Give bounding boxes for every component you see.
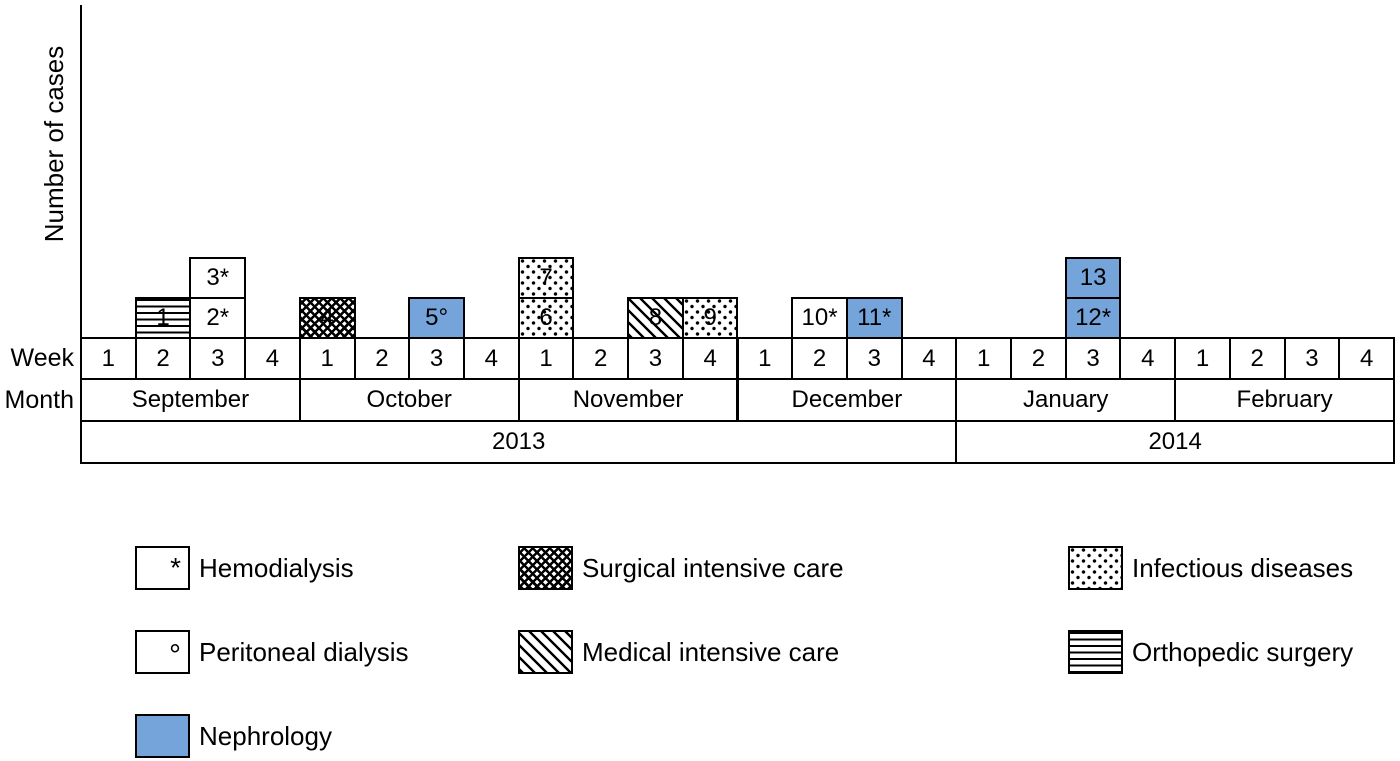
year-cell-2013: 2013 — [80, 420, 958, 464]
case-box-7: 7 — [517, 257, 575, 299]
legend-label: Medical intensive care — [582, 636, 840, 667]
week-cell: 3 — [845, 337, 903, 380]
week-cell: 1 — [298, 337, 356, 380]
case-box-10: 10* — [791, 297, 848, 339]
legend-symbol: ° — [169, 639, 181, 672]
case-box-11: 11* — [845, 297, 903, 339]
week-cell: 1 — [955, 337, 1013, 380]
legend-label: Orthopedic surgery — [1132, 636, 1354, 667]
legend-item-peritoneal-dialysis: ° Peritoneal dialysis — [135, 630, 409, 674]
case-box-12: 12* — [1064, 297, 1122, 339]
legend-item-hemodialysis: * Hemodialysis — [135, 546, 354, 590]
month-cell-january: January — [955, 378, 1177, 422]
legend-swatch: * — [135, 546, 190, 590]
legend-symbol: * — [170, 552, 181, 583]
week-cell: 2 — [791, 337, 848, 380]
month-row-label: Month — [4, 385, 74, 414]
week-cell: 1 — [517, 337, 575, 380]
y-axis-line — [80, 5, 82, 339]
case-box-6: 6 — [517, 297, 575, 339]
legend-item-nephrology: Nephrology — [135, 714, 332, 758]
week-cell: 3 — [1064, 337, 1122, 380]
week-cell: 2 — [572, 337, 630, 380]
legend-label: Hemodialysis — [199, 552, 354, 583]
week-cell: 4 — [462, 337, 520, 380]
y-axis-label: Number of cases — [39, 45, 69, 243]
week-cell: 1 — [736, 337, 794, 380]
year-cell-2014: 2014 — [955, 420, 1395, 464]
case-box-3: 3* — [189, 257, 247, 299]
week-cell: 4 — [681, 337, 739, 380]
case-box-4: 4 — [298, 297, 356, 339]
week-cell: 2 — [1010, 337, 1067, 380]
legend-swatch — [1068, 630, 1123, 674]
month-cell-february: February — [1174, 378, 1395, 422]
month-cell-november: November — [517, 378, 739, 422]
legend-swatch — [518, 630, 573, 674]
legend-item-surgical-intensive-care: Surgical intensive care — [518, 546, 844, 590]
legend-item-medical-intensive-care: Medical intensive care — [518, 630, 839, 674]
week-cell: 4 — [1338, 337, 1395, 380]
week-cell: 1 — [80, 337, 137, 380]
week-cell: 2 — [353, 337, 411, 380]
week-row-label: Week — [10, 343, 74, 372]
week-cell: 2 — [134, 337, 192, 380]
case-box-9: 9 — [681, 297, 739, 339]
week-cell: 3 — [408, 337, 465, 380]
legend-item-infectious-diseases: Infectious diseases — [1068, 546, 1353, 590]
case-box-13: 13 — [1064, 257, 1122, 299]
week-cell: 4 — [244, 337, 301, 380]
week-cell: 4 — [900, 337, 958, 380]
month-cell-september: September — [80, 378, 301, 422]
month-cell-october: October — [298, 378, 520, 422]
legend-swatch: ° — [135, 630, 190, 674]
legend-swatch — [135, 714, 190, 758]
week-cell: 4 — [1119, 337, 1177, 380]
case-box-2: 2* — [189, 297, 247, 339]
week-cell: 3 — [627, 337, 684, 380]
week-cell: 3 — [189, 337, 247, 380]
week-cell: 3 — [1283, 337, 1341, 380]
case-box-8: 8 — [627, 297, 684, 339]
legend-item-orthopedic-surgery: Orthopedic surgery — [1068, 630, 1353, 674]
case-box-5: 5° — [408, 297, 465, 339]
legend-swatch — [1068, 546, 1123, 590]
legend-swatch — [518, 546, 573, 590]
legend-label: Nephrology — [199, 720, 332, 751]
month-cell-december: December — [736, 378, 958, 422]
legend-label: Infectious diseases — [1132, 552, 1354, 583]
case-box-1: 1 — [134, 297, 192, 339]
legend-label: Surgical intensive care — [582, 552, 844, 583]
week-cell: 2 — [1228, 337, 1286, 380]
legend-label: Peritoneal dialysis — [199, 636, 409, 667]
week-cell: 1 — [1174, 337, 1231, 380]
